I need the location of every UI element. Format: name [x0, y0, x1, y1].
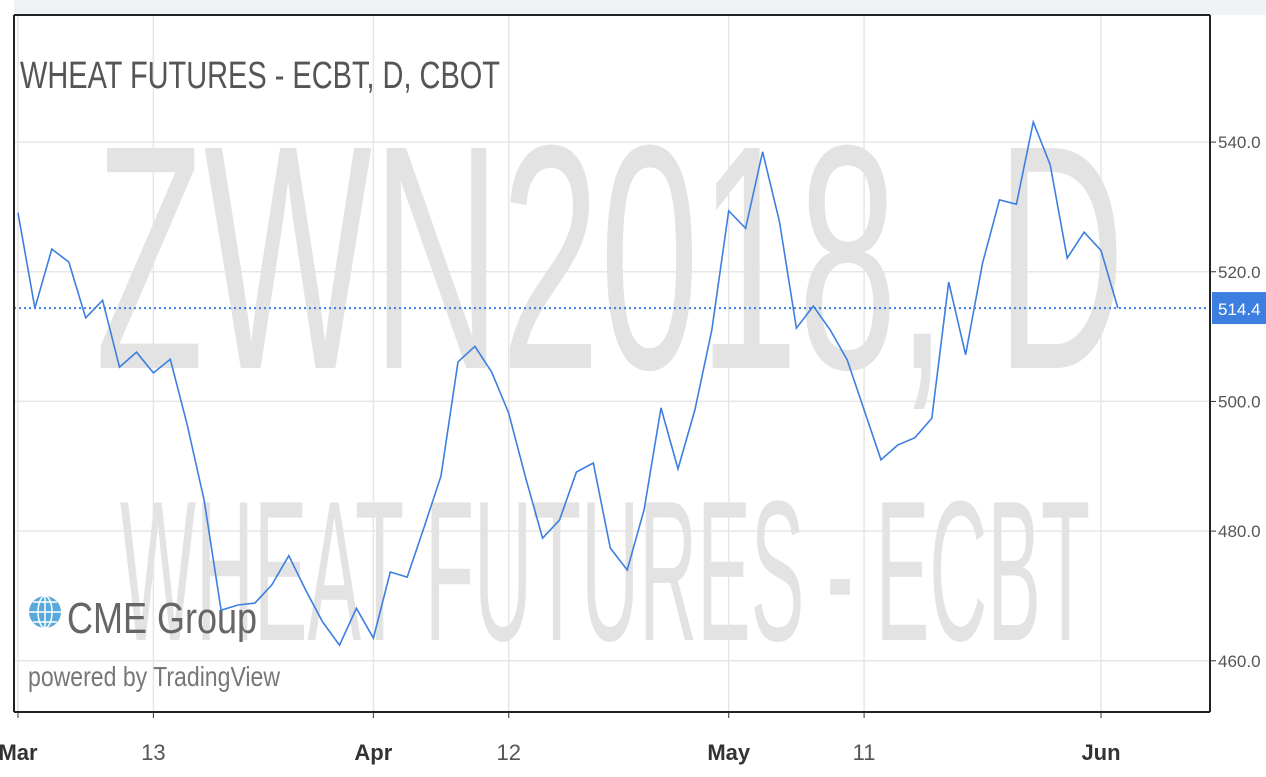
watermark-symbol: ZWN2018, D: [95, 78, 1125, 436]
globe-lines: [29, 596, 61, 628]
grid: [14, 15, 1210, 712]
y-tick-label: 480.0: [1218, 522, 1261, 541]
y-tick-label: 500.0: [1218, 392, 1261, 411]
price-line: [17, 119, 1119, 647]
globe-meridian: [37, 595, 53, 629]
x-tick-label: May: [707, 740, 751, 765]
brand-name: CME Group: [67, 594, 257, 643]
plot: [14, 119, 1210, 647]
top-strip: [0, 0, 1266, 15]
axes: 460.0 480.0 500.0 520.0 540.0 Mar 13 Apr 12 May 11…: [0, 133, 1266, 765]
cme-logo: [29, 595, 61, 629]
x-tick-label: 13: [141, 740, 165, 765]
brand-powered: powered by TradingView: [28, 661, 281, 692]
chart-title: WHEAT FUTURES - ECBT, D, CBOT: [20, 55, 500, 97]
x-tick-label: Apr: [354, 740, 392, 765]
x-tick-label: Jun: [1081, 740, 1120, 765]
last-price-label: 514.4: [1218, 300, 1261, 319]
y-tick-label: 520.0: [1218, 263, 1261, 282]
left-strip: [0, 0, 14, 777]
y-tick-label: 540.0: [1218, 133, 1261, 152]
y-tick-label: 460.0: [1218, 652, 1261, 671]
x-tick-label: 12: [496, 740, 520, 765]
watermark-name: WHEAT FUTURES - ECBT: [120, 460, 1090, 683]
x-tick-label: Mar: [0, 740, 38, 765]
x-tick-label: 11: [853, 740, 876, 765]
last-price-box: [1212, 292, 1266, 325]
